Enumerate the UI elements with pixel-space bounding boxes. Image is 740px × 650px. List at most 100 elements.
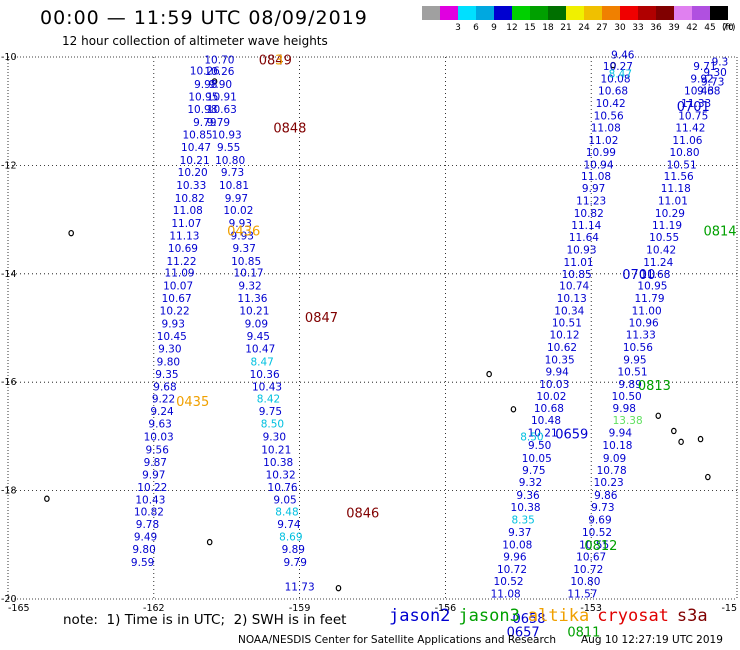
swh-reading: 11.22 <box>166 256 196 268</box>
swh-reading: 10.68 <box>534 403 564 415</box>
swh-reading: 9.79 <box>193 117 216 129</box>
credit-line: NOAA/NESDIS Center for Satellite Applica… <box>238 634 556 646</box>
swh-reading: 8.42 <box>257 393 280 405</box>
scale-label: 3 <box>455 23 461 33</box>
scale-label: 12 <box>506 23 518 33</box>
swh-reading: 9.59 <box>131 557 154 569</box>
swh-reading: 11.08 <box>173 205 203 217</box>
swh-reading: 11.57 <box>567 589 597 601</box>
swh-reading: 10.42 <box>646 244 676 256</box>
swh-reading: 9.93 <box>229 218 252 230</box>
swh-reading: 10.62 <box>547 342 577 354</box>
swh-reading: 13.38 <box>613 415 643 427</box>
swh-reading: 9.55 <box>217 142 240 154</box>
island-outline <box>44 495 50 502</box>
swh-reading: 9.98 <box>194 79 217 91</box>
swh-reading: 10.78 <box>597 465 627 477</box>
scale-swatch <box>476 6 494 20</box>
y-tick-label: -20 <box>1 594 17 605</box>
swh-reading: 10.34 <box>554 306 584 318</box>
scale-label: 9 <box>491 23 497 33</box>
swh-reading: 10.22 <box>160 306 190 318</box>
swh-reading: 10.85 <box>562 269 592 281</box>
swh-reading: 11.08 <box>491 589 521 601</box>
y-tick-label: -16 <box>1 377 17 388</box>
swh-reading: 9.93 <box>231 230 254 242</box>
swh-reading: 8.35 <box>511 514 534 526</box>
swh-reading: 9.95 <box>623 354 646 366</box>
x-tick-label: -153 <box>580 603 602 614</box>
swh-reading: 10.85 <box>231 256 261 268</box>
pass-time-label: 0811 <box>567 626 600 641</box>
swh-reading: 10.85 <box>183 130 213 142</box>
swh-reading: 9.68 <box>153 382 176 394</box>
swh-reading: 10.18 <box>602 440 632 452</box>
swh-reading: 11.01 <box>658 196 688 208</box>
island-outline <box>705 473 711 481</box>
swh-reading: 10.95 <box>637 281 667 293</box>
swh-reading: 10.94 <box>583 159 613 171</box>
legend-item-jason2: jason2 <box>389 606 451 626</box>
swh-reading: 10.21 <box>239 306 269 318</box>
scale-swatch <box>674 6 692 20</box>
swh-reading: 9.37 <box>233 243 256 255</box>
swh-reading: 9.74 <box>277 519 301 531</box>
swh-reading: 9.79 <box>284 557 307 569</box>
x-tick-label: -165 <box>8 603 30 614</box>
swh-reading: 10.13 <box>557 293 587 305</box>
swh-reading: 11.07 <box>171 218 201 230</box>
generation-timestamp: Aug 10 12:27:19 UTC 2019 <box>581 634 723 646</box>
swh-reading: 10.03 <box>539 379 569 391</box>
swh-reading: 10.70 <box>204 55 234 67</box>
swh-reading: 9.80 <box>132 544 155 556</box>
swh-reading: 9.63 <box>148 418 171 430</box>
swh-reading: 10.82 <box>574 208 604 220</box>
scale-swatch <box>620 6 638 20</box>
swh-reading: 10.32 <box>266 469 296 481</box>
scale-label: 6 <box>473 23 479 33</box>
swh-reading: 10.02 <box>223 205 253 217</box>
swh-reading: 9.37 <box>508 527 531 539</box>
scale-swatch <box>692 6 710 20</box>
swh-reading: 11.68 <box>640 269 670 281</box>
swh-reading: 10.50 <box>612 391 642 403</box>
swh-reading: 9.71 <box>693 61 716 73</box>
swh-reading: 11.56 <box>664 171 694 183</box>
swh-reading: 9.56 <box>146 444 170 456</box>
swh-reading: 10.72 <box>497 564 527 576</box>
scale-swatch <box>548 6 566 20</box>
swh-reading: 9.90 <box>209 79 232 91</box>
swh-reading: 10.98 <box>187 104 217 116</box>
swh-reading: 11.33 <box>681 98 711 110</box>
swh-reading: 10.56 <box>623 342 653 354</box>
swh-reading: 10.52 <box>494 576 524 588</box>
swh-reading: 9.97 <box>582 183 605 195</box>
island-outline <box>211 78 218 85</box>
swh-reading: 10.91 <box>207 92 237 104</box>
island-outline <box>697 435 704 443</box>
scale-label: 39 <box>668 23 680 33</box>
swh-reading: 10.55 <box>649 232 679 244</box>
scale-label: 21 <box>560 23 572 33</box>
swh-reading: 10.38 <box>263 457 293 469</box>
swh-reading: 9.94 <box>609 428 633 440</box>
swh-reading: 10.35 <box>545 354 575 366</box>
pass-time-label: 0849 <box>259 54 292 69</box>
swh-reading: 9.97 <box>142 469 165 481</box>
swh-reading: 10.47 <box>245 344 275 356</box>
swh-reading: 11.08 <box>581 171 611 183</box>
swh-reading: 10.74 <box>559 281 589 293</box>
swh-reading: 10.68 <box>598 86 628 98</box>
swh-reading: 9.32 <box>238 281 261 293</box>
swh-reading: 10.43 <box>135 494 165 506</box>
island-outline <box>655 412 662 420</box>
scale-swatch <box>422 6 440 20</box>
swh-reading: 10.26 <box>204 66 234 78</box>
x-tick-label: -159 <box>289 603 311 614</box>
swh-reading: 10.81 <box>219 180 249 192</box>
y-tick-label: -12 <box>1 160 17 171</box>
swh-reading: 10.23 <box>594 477 624 489</box>
swh-reading: 9.97 <box>225 193 248 205</box>
satellite-legend: jason2 jason3 altika cryosat s3a <box>389 606 716 626</box>
swh-reading: 10.27 <box>603 61 633 73</box>
